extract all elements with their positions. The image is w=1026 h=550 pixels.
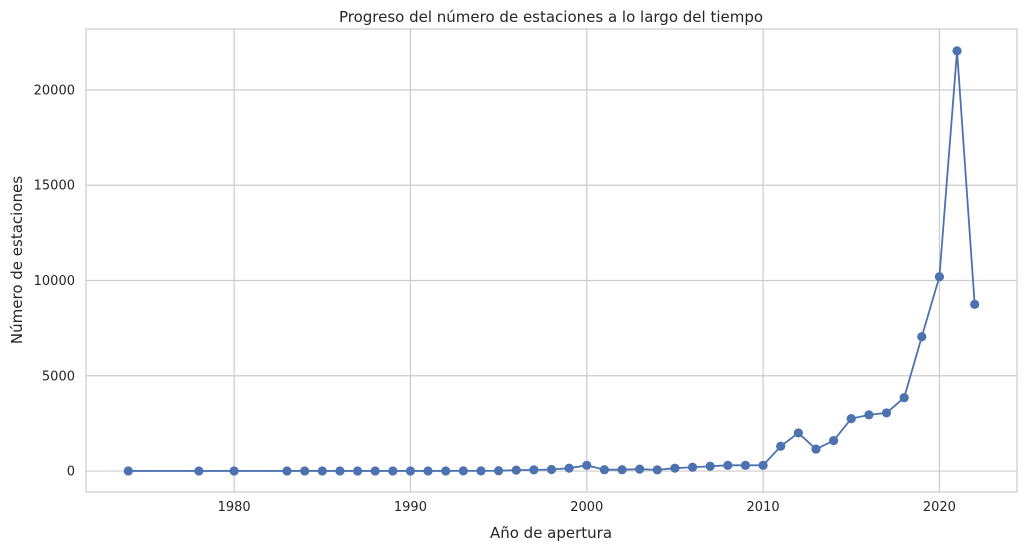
y-tick-label: 15000 xyxy=(34,179,75,194)
y-tick-label: 20000 xyxy=(34,83,75,98)
data-point xyxy=(899,393,909,403)
data-point xyxy=(776,441,786,451)
chart-title: Progreso del número de estaciones a lo l… xyxy=(339,8,763,26)
data-point xyxy=(864,410,874,420)
data-point xyxy=(494,466,504,476)
y-axis-label: Número de estaciones xyxy=(8,176,26,344)
data-point xyxy=(811,444,821,454)
data-point xyxy=(511,465,521,475)
x-tick-label: 2010 xyxy=(747,500,780,515)
data-point xyxy=(670,463,680,473)
data-point xyxy=(687,462,698,472)
data-point xyxy=(970,299,980,309)
data-point xyxy=(758,460,768,470)
data-point xyxy=(917,332,927,342)
data-point xyxy=(564,463,574,473)
data-point xyxy=(652,465,662,475)
data-point xyxy=(476,466,486,476)
data-point xyxy=(846,414,856,424)
data-point xyxy=(123,466,133,476)
data-point xyxy=(370,466,380,476)
data-point xyxy=(352,466,363,476)
data-point xyxy=(723,460,733,470)
data-point xyxy=(829,435,839,446)
data-point xyxy=(881,408,892,418)
data-point xyxy=(599,465,609,475)
data-point xyxy=(423,466,433,476)
data-point xyxy=(740,460,751,470)
x-grid xyxy=(233,29,941,492)
data-point xyxy=(229,466,239,476)
data-point xyxy=(194,466,204,476)
data-point xyxy=(335,466,345,476)
data-point xyxy=(300,466,310,476)
x-tick-label: 1990 xyxy=(394,500,427,515)
data-point xyxy=(546,464,557,475)
data-point xyxy=(952,46,962,56)
x-axis-label: Año de apertura xyxy=(490,524,612,542)
data-points xyxy=(123,46,980,476)
y-axis-ticks: 0 5000 10000 15000 20000 xyxy=(34,83,75,479)
data-point xyxy=(793,428,803,438)
x-tick-label: 2000 xyxy=(570,500,603,515)
y-tick-label: 0 xyxy=(67,465,75,480)
data-point xyxy=(705,461,715,471)
x-tick-label: 2020 xyxy=(923,500,956,515)
data-point xyxy=(317,466,327,476)
x-axis-ticks: 1980 1990 2000 2010 2020 xyxy=(218,500,956,515)
x-tick-label: 1980 xyxy=(218,500,251,515)
plot-area xyxy=(85,28,1018,493)
data-point xyxy=(934,272,945,282)
data-point xyxy=(635,464,645,474)
data-point xyxy=(582,460,592,470)
data-point xyxy=(405,466,416,476)
data-point xyxy=(617,465,627,475)
y-tick-label: 5000 xyxy=(42,369,75,384)
y-tick-label: 10000 xyxy=(34,274,75,289)
data-point xyxy=(388,466,398,476)
data-point xyxy=(458,466,468,476)
data-point xyxy=(529,465,539,475)
data-point xyxy=(441,466,451,476)
data-point xyxy=(282,466,292,476)
